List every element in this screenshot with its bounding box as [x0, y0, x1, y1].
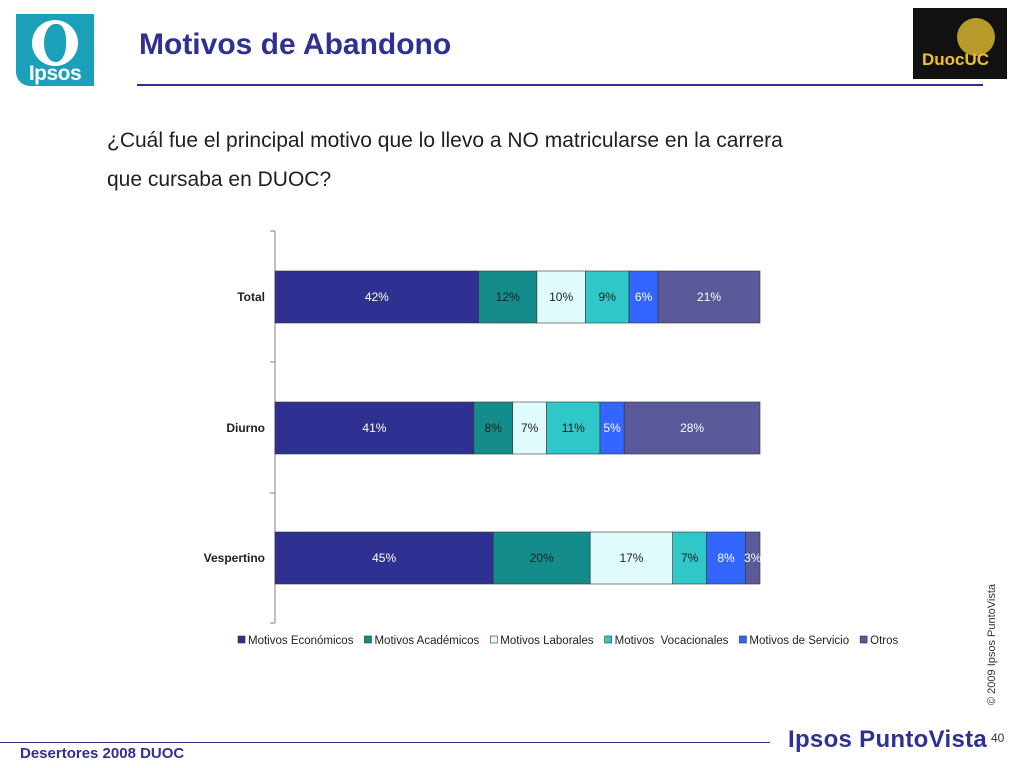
chart-axis: Total Diurno Vespertino — [204, 230, 276, 624]
bar-segment — [589, 531, 673, 585]
legend-swatch — [489, 635, 498, 644]
legend-label: Motivos Laborales — [500, 635, 594, 647]
page-number: 40 — [991, 731, 1005, 745]
brand-logo: Ipsos PuntoVista — [788, 726, 988, 753]
bar-segment — [745, 531, 761, 585]
chart-bars: 42% 12% 10% 9% 6% 21% 41% 8% 7% 11% 5% 28% 45% 20% 17%… — [274, 270, 762, 585]
data-label: 7% — [521, 421, 539, 435]
data-label: 28% — [680, 421, 704, 435]
category-label: Diurno — [226, 421, 265, 435]
copyright-note: © 2009 Ipsos PuntoVista — [986, 583, 998, 705]
category-label: Total — [237, 290, 265, 304]
ipsos-logo: Ipsos — [16, 14, 94, 86]
data-label: 6% — [635, 290, 653, 304]
survey-question: ¿Cuál fue el principal motivo que lo lle… — [107, 129, 783, 191]
bar-segment — [274, 531, 494, 585]
chart-legend: Motivos Económicos Motivos Académicos Moti… — [237, 635, 899, 647]
data-label: 21% — [697, 290, 721, 304]
data-label: 5% — [603, 421, 621, 435]
bar-segment — [274, 401, 475, 455]
legend-label: Motivos Vocacionales — [615, 635, 729, 647]
footer-divider — [0, 742, 770, 743]
data-label: 9% — [599, 290, 617, 304]
legend-label: Motivos Económicos — [248, 635, 354, 647]
legend-swatch — [859, 635, 868, 644]
duoc-wordmark: DuocUC — [922, 50, 990, 69]
data-label: 8% — [717, 551, 735, 565]
data-label: 17% — [619, 551, 643, 565]
bar-segment — [672, 531, 707, 585]
bar-segment — [274, 270, 479, 324]
data-label: 7% — [681, 551, 699, 565]
bar-segment — [473, 401, 513, 455]
title-divider — [137, 84, 983, 86]
data-label: 42% — [365, 290, 389, 304]
duoc-logo: DuocUC — [913, 8, 1007, 79]
data-label: 11% — [562, 421, 585, 435]
legend-label: Motivos Académicos — [374, 635, 479, 647]
legend-swatch — [237, 635, 246, 644]
logo-wordmark: Ipsos — [28, 62, 82, 85]
data-label: 10% — [549, 290, 573, 304]
bar-segment — [706, 531, 746, 585]
bar-segment — [492, 531, 591, 585]
data-label: 3% — [744, 551, 762, 565]
bar-segment — [585, 270, 630, 324]
bar-segment — [512, 401, 547, 455]
legend-swatch — [739, 635, 747, 644]
data-label: 45% — [372, 551, 396, 565]
bar-segment — [546, 401, 601, 455]
legend-label: Motivos de Servicio — [749, 635, 849, 647]
legend-swatch — [364, 635, 372, 644]
legend-label: Otros — [870, 635, 898, 647]
bar-segment — [657, 270, 761, 324]
data-label: 8% — [485, 421, 503, 435]
data-label: 41% — [362, 421, 386, 435]
page-title: Motivos de Abandono — [139, 28, 452, 61]
logo-face-silhouette — [44, 24, 66, 62]
legend-swatch — [604, 635, 612, 644]
data-label: 12% — [496, 290, 520, 304]
footer-label: Desertores 2008 DUOC — [20, 745, 185, 762]
data-label: 20% — [530, 551, 554, 565]
duoc-seal-icon — [957, 18, 995, 56]
bar-segment — [623, 401, 761, 455]
bar-segment — [599, 401, 625, 455]
category-label: Vespertino — [204, 551, 265, 565]
